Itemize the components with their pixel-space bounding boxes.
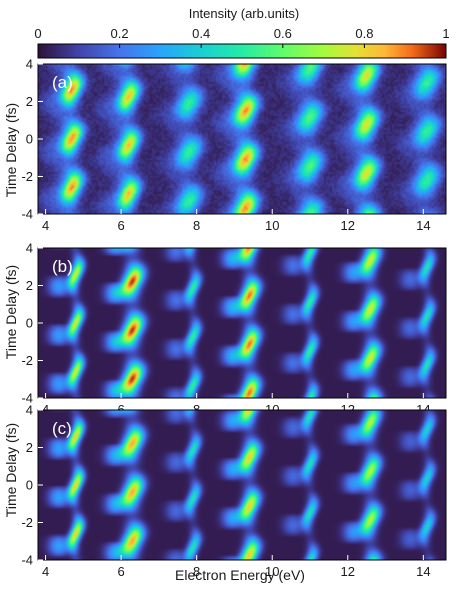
x-tick-label: 8 <box>193 218 200 233</box>
colorbar-tick-label: 1 <box>442 26 449 41</box>
x-tick-label: 6 <box>117 564 124 579</box>
colorbar <box>38 44 446 58</box>
y-tick-label: 4 <box>26 241 33 256</box>
heatmap-panel: 4 6 8 10 12 14420-2-4(b) <box>21 241 446 418</box>
y-axis-label: Time Delay (fs) <box>3 265 19 359</box>
y-tick-label: -2 <box>21 515 33 530</box>
colorbar-tick-labels: 0 0.2 0.4 0.6 0.8 1 <box>34 26 449 41</box>
panel-label: (a) <box>52 73 73 92</box>
x-axis-label: Electron Energy (eV) <box>175 567 305 583</box>
y-tick-label: -2 <box>21 353 33 368</box>
colorbar-tick-label: 0.8 <box>355 26 373 41</box>
y-tick-label: 2 <box>26 94 33 109</box>
x-tick-label: 14 <box>416 564 430 579</box>
heatmap-panel: 4 6 8 10 12 14 4 2 0 -2 -4 (a) <box>21 57 446 234</box>
y-tick-label: -4 <box>21 553 33 568</box>
y-tick-label: 0 <box>26 316 33 331</box>
y-tick-label: 0 <box>26 132 33 147</box>
heatmap-panel: 4 6 8 10 12 14420-2-4(c) <box>21 403 446 580</box>
y-tick-label: 2 <box>26 278 33 293</box>
y-axis-label: Time Delay (fs) <box>3 423 19 517</box>
colorbar-label: Intensity (arb.units) <box>189 6 300 21</box>
x-tick-label: 12 <box>341 564 355 579</box>
y-tick-label: 4 <box>26 57 33 72</box>
x-tick-label: 10 <box>265 218 279 233</box>
y-tick-label: -2 <box>21 169 33 184</box>
x-tick-label: 4 <box>42 564 49 579</box>
x-tick-label: 14 <box>416 218 430 233</box>
y-tick-label: 0 <box>26 478 33 493</box>
y-tick-label: 4 <box>26 403 33 418</box>
colorbar-tick-label: 0.6 <box>274 26 292 41</box>
x-tick-label: 6 <box>117 218 124 233</box>
colorbar-tick-label: 0.4 <box>192 26 210 41</box>
heatmap-image <box>38 248 446 398</box>
x-tick-label: 4 <box>42 218 49 233</box>
y-tick-label: 2 <box>26 440 33 455</box>
colorbar-tick-label: 0.2 <box>111 26 129 41</box>
colorbar-tick-label: 0 <box>34 26 41 41</box>
heatmap-panels: 4 6 8 10 12 14420-2-4(a)4 6 8 10 12 14420-2-4(b)4 6… <box>21 57 446 580</box>
heatmap-image <box>38 410 446 560</box>
panel-label: (b) <box>52 257 73 276</box>
panel-label: (c) <box>52 419 72 438</box>
y-tick-label: -4 <box>21 207 33 222</box>
heatmap-image <box>38 64 446 214</box>
x-tick-label: 12 <box>341 218 355 233</box>
y-axis-label: Time Delay (fs) <box>3 103 19 197</box>
